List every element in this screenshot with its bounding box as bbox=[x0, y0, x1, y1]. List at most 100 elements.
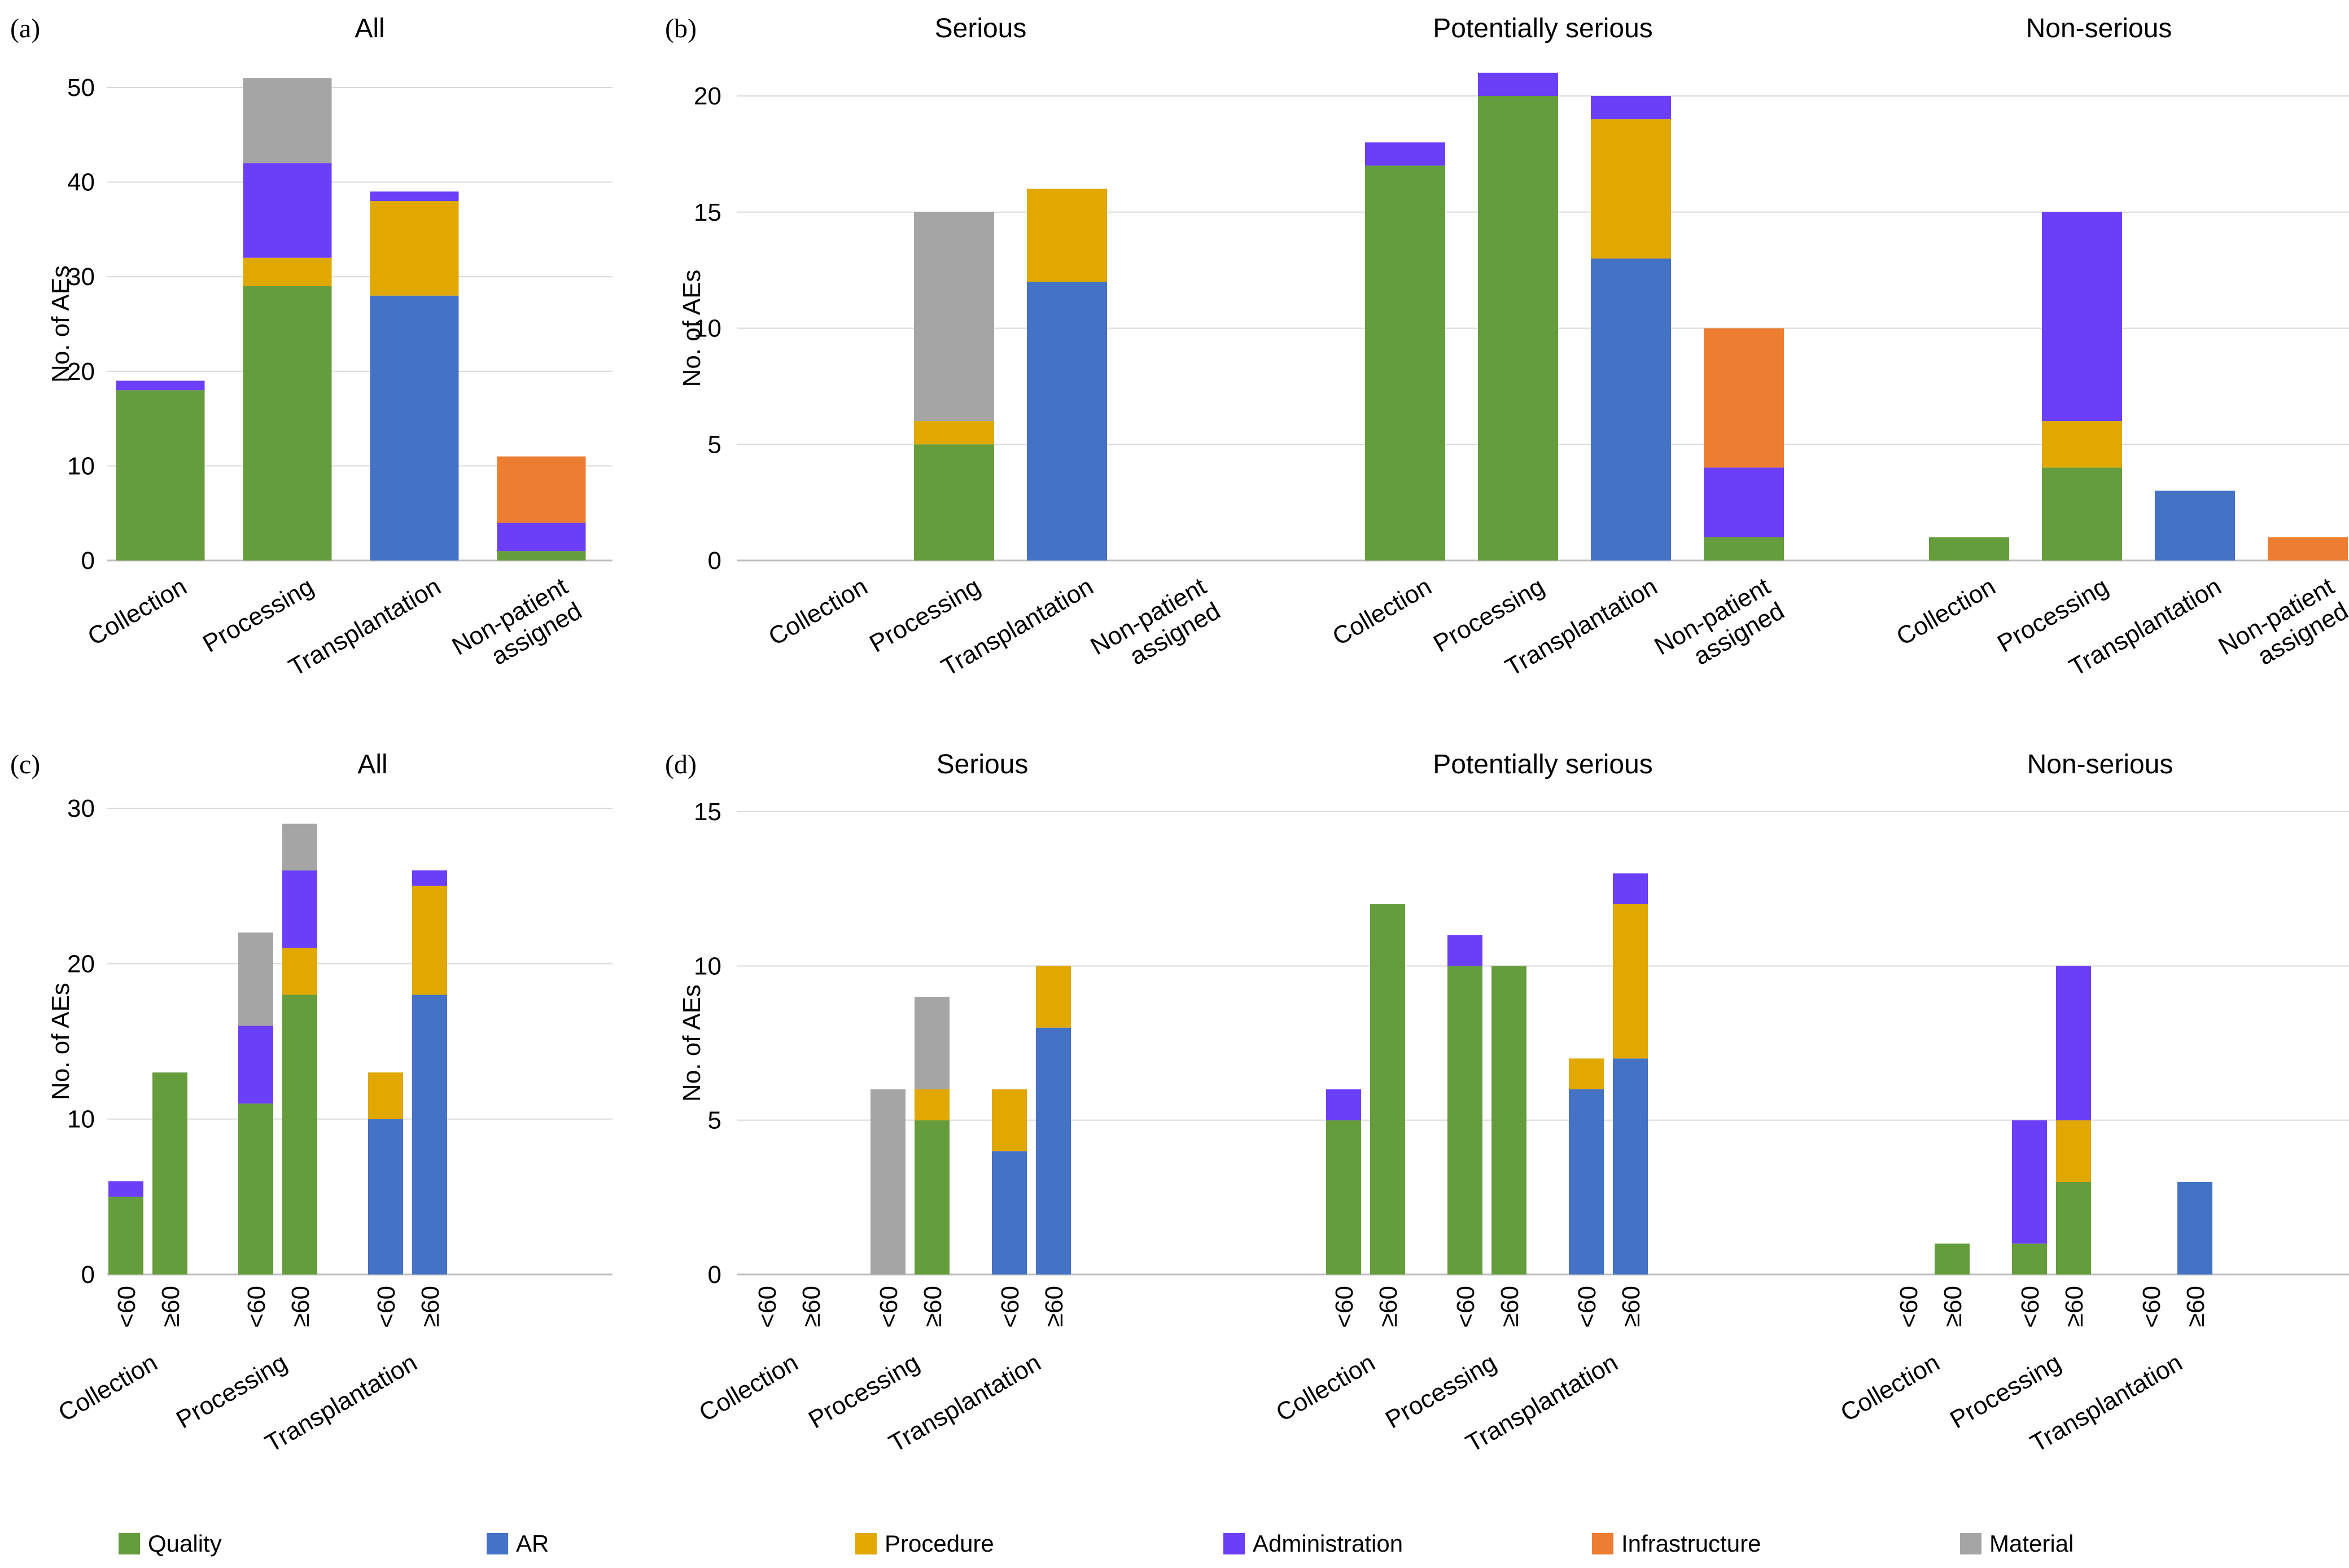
age-label-d-serious-2: <60 bbox=[875, 1286, 903, 1328]
bar-segment-b-non-serious-processing-administration bbox=[2042, 212, 2122, 422]
y-tick-d-5: 5 bbox=[708, 1107, 721, 1135]
legend-item-administration: Administration bbox=[1223, 1524, 1403, 1563]
legend-swatch-infrastructure bbox=[1592, 1533, 1613, 1554]
bar-segment-d-non-serious-transplantation-over60-ar bbox=[2177, 1182, 2212, 1274]
y-tick-b-0: 0 bbox=[708, 547, 721, 575]
bar-segment-a-all-transplantation-administration bbox=[370, 191, 459, 202]
age-label-d-potentially-serious-1: ≥60 bbox=[1375, 1286, 1402, 1327]
legend-label-administration: Administration bbox=[1253, 1530, 1403, 1557]
y-tick-a-10: 10 bbox=[67, 452, 95, 480]
bar-segment-b-serious-processing-procedure bbox=[914, 421, 994, 445]
y-tick-c-0: 0 bbox=[81, 1261, 95, 1289]
bar-segment-c-all-processing-over60-procedure bbox=[282, 948, 317, 995]
group-title-c-all: All bbox=[357, 750, 387, 779]
y-tick-b-5: 5 bbox=[708, 431, 721, 458]
bar-segment-c-all-collection-over60-quality bbox=[152, 1072, 187, 1274]
category-label-d-serious-collection: Collection bbox=[694, 1348, 803, 1427]
legend-swatch-procedure bbox=[855, 1533, 877, 1554]
age-label-d-potentially-serious-5: ≥60 bbox=[1617, 1286, 1645, 1327]
bar-segment-b-potentially-serious-processing-quality bbox=[1478, 96, 1558, 560]
bar-segment-b-serious-transplantation-procedure bbox=[1027, 189, 1107, 282]
category-label-a-all-collection: Collection bbox=[83, 572, 191, 651]
bar-segment-b-potentially-serious-transplantation-administration bbox=[1591, 96, 1671, 120]
bar-segment-d-non-serious-processing-over60-administration bbox=[2056, 966, 2091, 1120]
bar-segment-c-all-processing-under60-material bbox=[238, 932, 273, 1026]
bar-segment-b-non-serious-collection-quality bbox=[1929, 537, 2009, 560]
age-label-c-all-1: ≥60 bbox=[157, 1286, 185, 1327]
bar-segment-c-all-collection-under60-quality bbox=[108, 1197, 143, 1274]
bar-segment-c-all-transplantation-under60-procedure bbox=[368, 1072, 403, 1119]
y-axis-label-a: No. of AEs bbox=[47, 265, 75, 383]
bar-segment-d-potentially-serious-collection-under60-administration bbox=[1326, 1089, 1361, 1120]
legend-item-quality: Quality bbox=[119, 1524, 222, 1563]
bar-segment-d-potentially-serious-transplantation-over60-administration bbox=[1613, 873, 1648, 904]
bar-segment-b-potentially-serious-processing-administration bbox=[1478, 72, 1558, 96]
y-axis-label-d: No. of AEs bbox=[678, 984, 706, 1102]
category-label-d-potentially-serious-collection: Collection bbox=[1271, 1348, 1380, 1427]
age-label-d-serious-1: ≥60 bbox=[798, 1286, 825, 1327]
legend-item-procedure: Procedure bbox=[855, 1524, 994, 1563]
bar-segment-c-all-transplantation-over60-administration bbox=[412, 870, 447, 886]
bar-segment-a-all-non-patient-assigned-quality bbox=[497, 551, 586, 560]
age-label-d-potentially-serious-2: <60 bbox=[1452, 1286, 1480, 1328]
group-title-b-serious: Serious bbox=[935, 14, 1027, 43]
age-label-c-all-3: ≥60 bbox=[287, 1286, 314, 1327]
legend-label-procedure: Procedure bbox=[885, 1530, 994, 1557]
bar-segment-c-all-processing-over60-material bbox=[282, 824, 317, 871]
bar-segment-b-potentially-serious-transplantation-procedure bbox=[1591, 119, 1671, 259]
category-label-b-serious-non-patient-assigned: Non-patientassigned bbox=[1086, 572, 1225, 685]
bar-segment-a-all-non-patient-assigned-administration bbox=[497, 522, 586, 551]
category-label-b-non-serious-non-patient-assigned: Non-patientassigned bbox=[2214, 572, 2349, 685]
y-axis-label-c: No. of AEs bbox=[47, 983, 75, 1100]
y-tick-d-15: 15 bbox=[694, 798, 721, 826]
bar-segment-d-serious-processing-over60-quality bbox=[915, 1120, 950, 1274]
age-label-d-potentially-serious-0: <60 bbox=[1331, 1286, 1358, 1328]
bar-segment-a-all-collection-quality bbox=[116, 390, 205, 560]
bar-segment-b-potentially-serious-collection-quality bbox=[1365, 165, 1445, 560]
legend-label-material: Material bbox=[1989, 1530, 2074, 1557]
bar-segment-d-serious-transplantation-over60-procedure bbox=[1036, 966, 1071, 1028]
age-label-d-non-serious-1: ≥60 bbox=[1939, 1286, 1967, 1327]
bar-segment-c-all-processing-under60-administration bbox=[238, 1026, 273, 1104]
legend-item-ar: AR bbox=[487, 1524, 549, 1563]
y-tick-a-40: 40 bbox=[67, 169, 95, 196]
bar-segment-d-serious-processing-over60-procedure bbox=[915, 1089, 950, 1120]
category-label-b-non-serious-collection: Collection bbox=[1892, 572, 2000, 651]
age-label-d-non-serious-4: <60 bbox=[2138, 1286, 2166, 1328]
bar-segment-d-potentially-serious-transplantation-under60-procedure bbox=[1569, 1058, 1604, 1089]
bar-segment-d-serious-processing-under60-material bbox=[871, 1089, 906, 1274]
category-label-a-all-processing: Processing bbox=[198, 572, 318, 658]
bar-segment-d-potentially-serious-processing-under60-administration bbox=[1447, 935, 1482, 966]
bar-segment-c-all-processing-over60-administration bbox=[282, 870, 317, 948]
age-label-d-potentially-serious-3: ≥60 bbox=[1496, 1286, 1524, 1327]
panel-letter-d: (d) bbox=[665, 750, 697, 779]
bar-segment-a-all-transplantation-ar bbox=[370, 295, 459, 560]
age-label-d-potentially-serious-4: <60 bbox=[1573, 1286, 1601, 1328]
legend-item-infrastructure: Infrastructure bbox=[1592, 1524, 1761, 1563]
bar-segment-a-all-processing-administration bbox=[243, 163, 332, 258]
age-label-d-non-serious-3: ≥60 bbox=[2061, 1286, 2088, 1327]
bar-segment-d-potentially-serious-processing-under60-quality bbox=[1447, 966, 1482, 1274]
bar-segment-d-serious-processing-over60-material bbox=[915, 997, 950, 1089]
age-label-c-all-2: <60 bbox=[243, 1286, 270, 1328]
bar-segment-d-serious-transplantation-under60-procedure bbox=[992, 1089, 1027, 1151]
y-tick-b-15: 15 bbox=[694, 199, 721, 226]
bar-segment-d-potentially-serious-collection-over60-quality bbox=[1370, 904, 1405, 1274]
bar-segment-b-non-serious-processing-quality bbox=[2042, 467, 2122, 560]
y-tick-d-0: 0 bbox=[708, 1261, 721, 1289]
age-label-d-non-serious-5: ≥60 bbox=[2182, 1286, 2210, 1327]
y-tick-a-0: 0 bbox=[81, 547, 95, 575]
bar-segment-b-serious-processing-quality bbox=[914, 444, 994, 560]
y-tick-a-20: 20 bbox=[67, 358, 95, 386]
bar-segment-a-all-processing-material bbox=[243, 78, 332, 164]
category-label-a-all-non-patient-assigned: Non-patientassigned bbox=[447, 572, 587, 685]
panel-letter-b: (b) bbox=[665, 14, 697, 43]
age-label-c-all-0: <60 bbox=[113, 1286, 141, 1328]
y-tick-d-10: 10 bbox=[694, 952, 721, 980]
age-label-d-serious-3: ≥60 bbox=[919, 1286, 947, 1327]
legend-swatch-material bbox=[1960, 1533, 1981, 1554]
bar-segment-d-potentially-serious-transplantation-over60-procedure bbox=[1613, 904, 1648, 1059]
y-tick-c-10: 10 bbox=[67, 1106, 95, 1133]
age-label-c-all-5: ≥60 bbox=[417, 1286, 444, 1327]
bar-segment-d-non-serious-processing-over60-quality bbox=[2056, 1182, 2091, 1274]
